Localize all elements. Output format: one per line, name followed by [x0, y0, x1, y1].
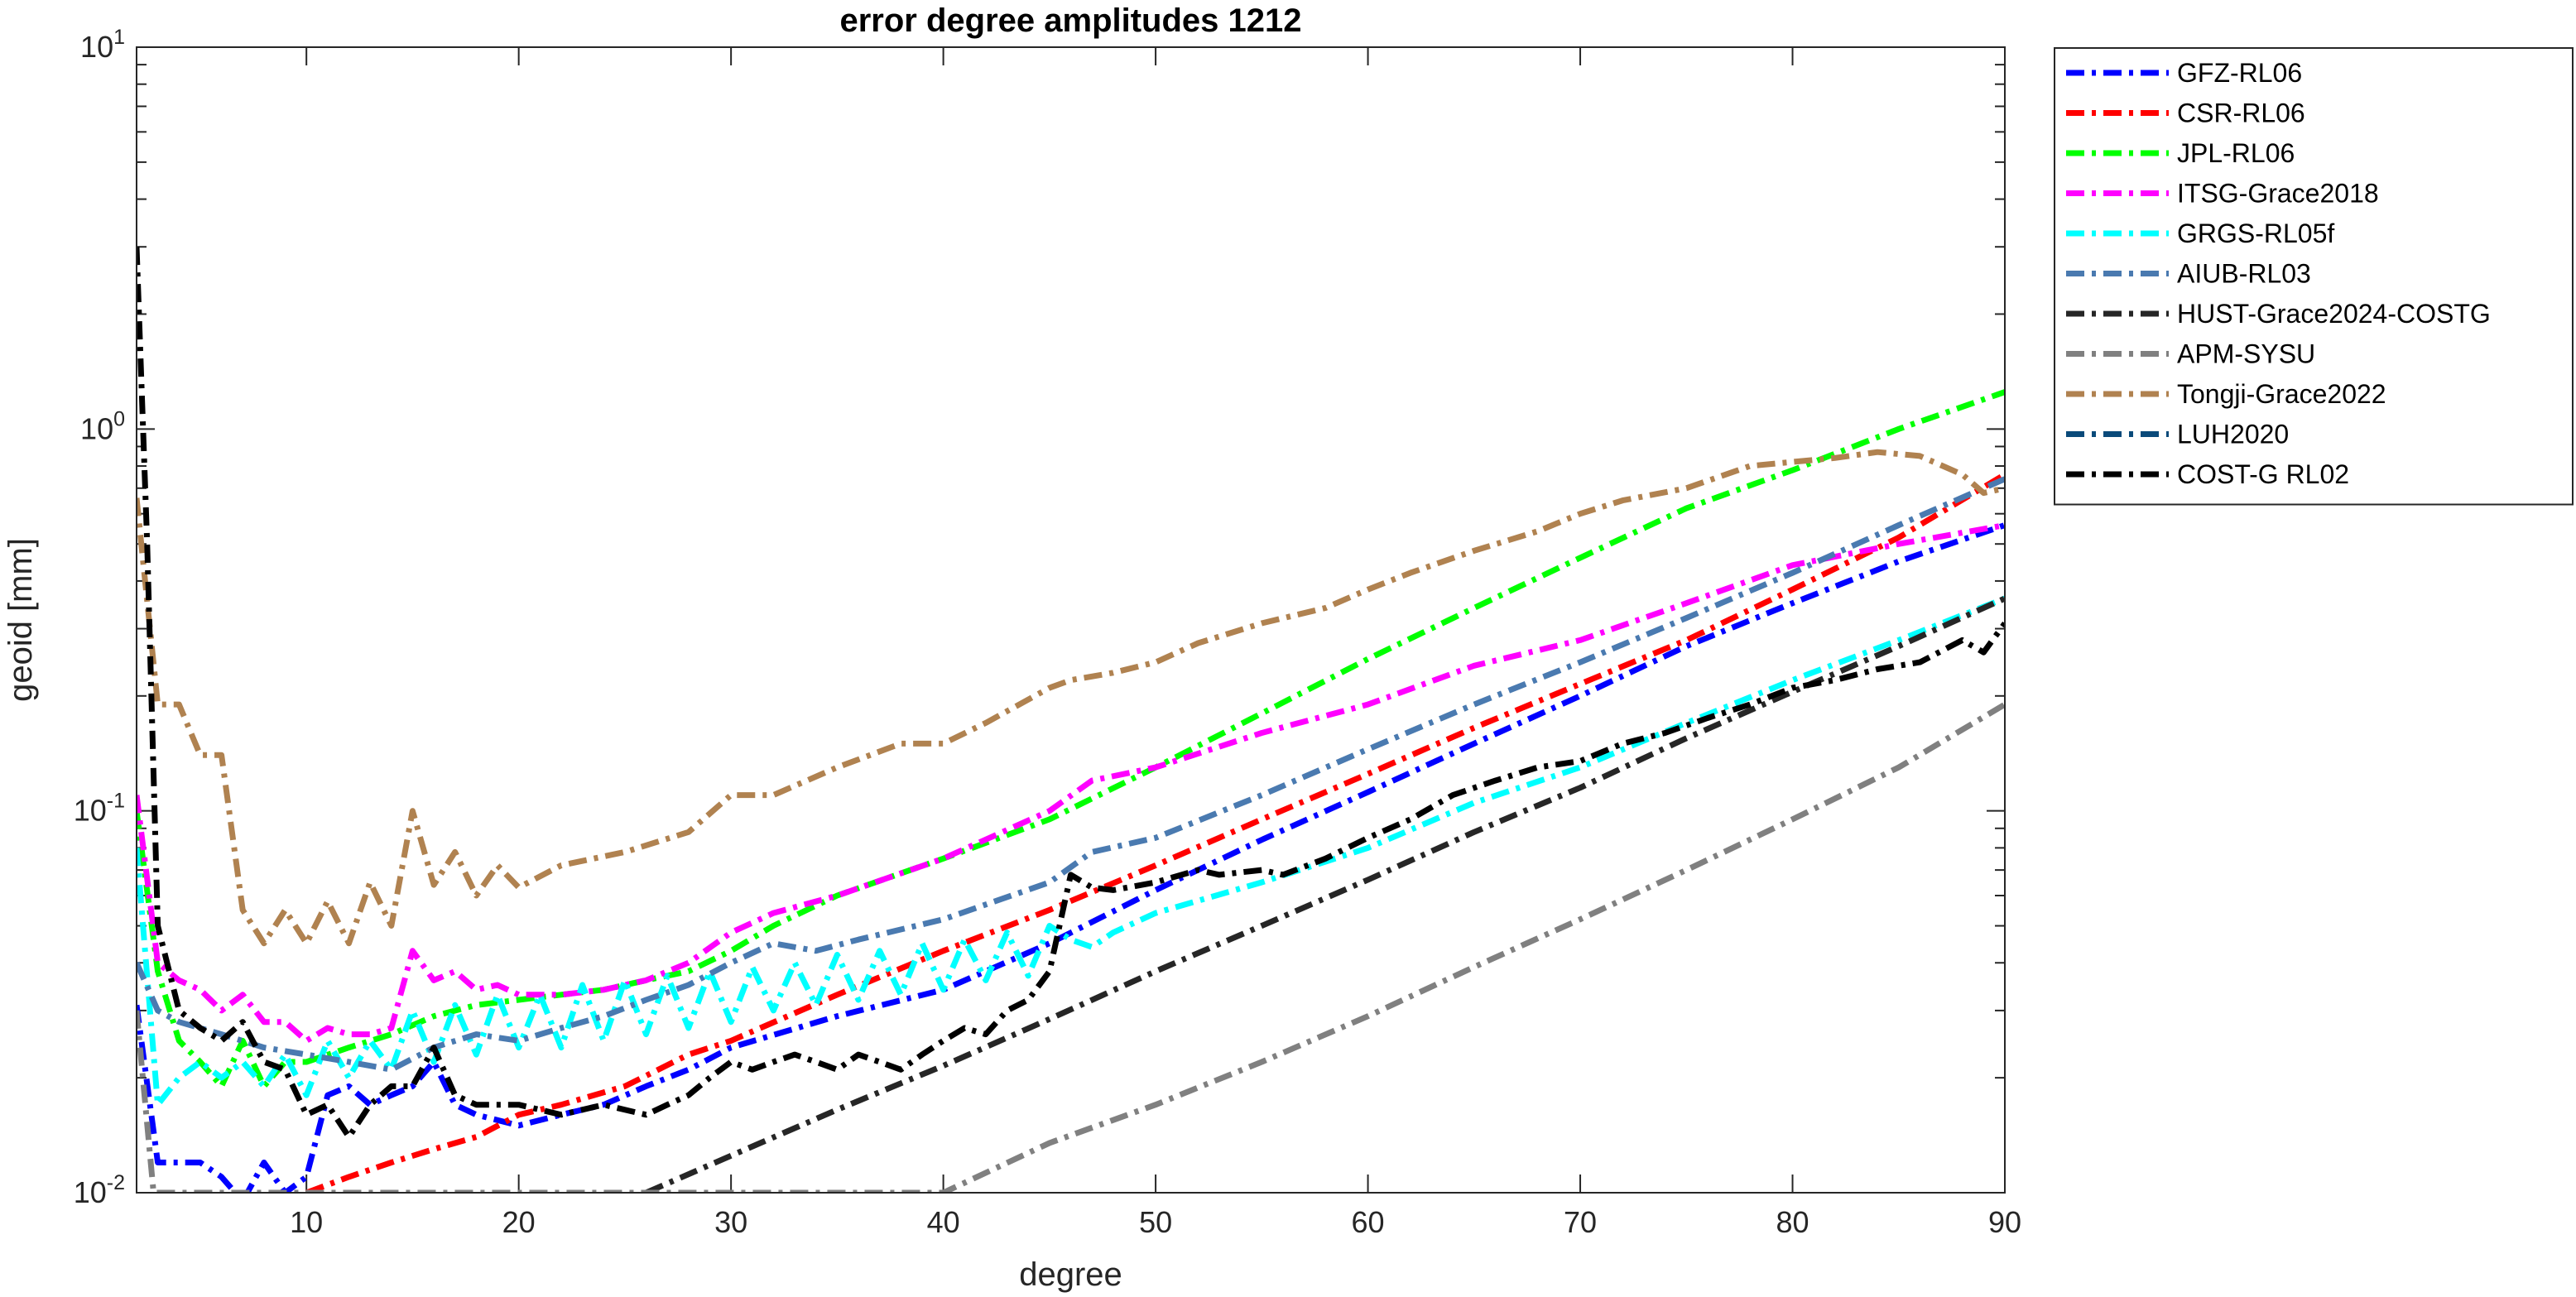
series-line-cost-g-rl02 [137, 247, 2005, 1141]
series-line-hust-grace2024-costg [645, 595, 2005, 1193]
legend-label-luh2020: LUH2020 [2177, 420, 2289, 449]
x-tick-label: 10 [290, 1205, 323, 1239]
x-tick-label: 60 [1352, 1205, 1385, 1239]
y-tick-label-exponent: -2 [107, 1171, 125, 1194]
y-tick-label: 10-2 [74, 1171, 125, 1209]
series-line-tongji-grace2022 [137, 449, 2005, 947]
y-axis-label: geoid [mm] [2, 538, 39, 702]
axes-box [136, 46, 2006, 1194]
y-tick-label-base: 10 [80, 411, 113, 445]
series-layer [137, 247, 2005, 1193]
legend-label-itsg-grace2018: ITSG-Grace2018 [2177, 179, 2379, 209]
plot-area [137, 47, 2005, 1193]
x-tick-label: 20 [502, 1205, 536, 1239]
legend-label-csr-rl06: CSR-RL06 [2177, 98, 2305, 128]
x-tick-label: 30 [714, 1205, 747, 1239]
series-line-grgs-rl05f [137, 595, 2005, 1108]
legend-label-tongji-grace2022: Tongji-Grace2022 [2177, 379, 2386, 409]
y-tick-label-base: 10 [80, 30, 113, 64]
legend-label-jpl-rl06: JPL-RL06 [2177, 138, 2295, 168]
y-tick-label-base: 10 [74, 1175, 107, 1209]
x-tick-label: 40 [927, 1205, 960, 1239]
x-tick-label: 80 [1776, 1205, 1809, 1239]
legend-label-gfz-rl06: GFZ-RL06 [2177, 58, 2302, 88]
x-tick-label: 70 [1564, 1205, 1597, 1239]
y-tick-label-exponent: 1 [113, 26, 125, 49]
y-tick-label: 100 [80, 407, 125, 445]
y-tick-label: 10-1 [74, 790, 125, 828]
x-tick-label: 50 [1139, 1205, 1172, 1239]
series-line-jpl-rl06 [137, 389, 2005, 1089]
y-tick-label: 101 [80, 26, 125, 64]
legend: GFZ-RL06 CSR-RL06 JPL-RL06 ITSG-Grace2018 GR… [2054, 47, 2574, 506]
series-line-gfz-rl06 [137, 522, 2005, 1193]
y-tick-label-base: 10 [74, 794, 107, 828]
legend-label-grgs-rl05f: GRGS-RL05f [2177, 219, 2334, 248]
legend-label-hust-grace2024-costg: HUST-Grace2024-COSTG [2177, 299, 2491, 329]
chart-title: error degree amplitudes 1212 [839, 2, 1301, 39]
series-line-csr-rl06 [305, 472, 2005, 1193]
legend-label-cost-g-rl02: COST-G RL02 [2177, 459, 2349, 489]
series-line-apm-sysu [137, 702, 2005, 1193]
y-tick-label-exponent: 0 [113, 407, 125, 430]
y-tick-label-exponent: -1 [107, 790, 125, 813]
x-tick-label: 90 [1988, 1205, 2021, 1239]
series-line-itsg-grace2018 [137, 522, 2005, 1044]
x-tick-labels: 10 20 30 40 50 60 70 80 90 [290, 1205, 2021, 1239]
legend-label-aiub-rl03: AIUB-RL03 [2177, 259, 2311, 289]
legend-label-apm-sysu: APM-SYSU [2177, 339, 2315, 369]
x-axis-label: degree [1019, 1256, 1122, 1293]
